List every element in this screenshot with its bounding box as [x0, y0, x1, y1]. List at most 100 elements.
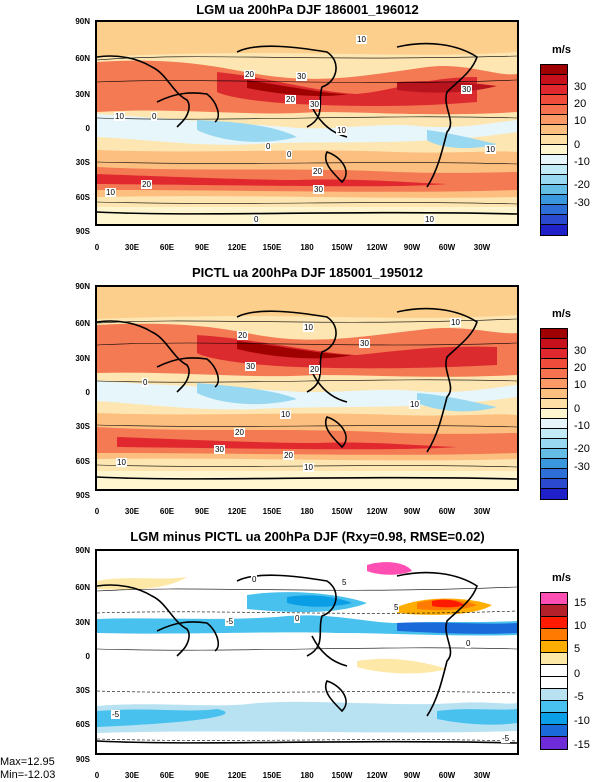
colorbar-swatch	[541, 145, 567, 155]
contour-label: 10	[303, 463, 314, 472]
colorbar-swatch	[541, 175, 567, 185]
lon-label: 90W	[403, 243, 421, 252]
colorbar-tick: 20	[574, 98, 587, 110]
lon-label: 120E	[227, 243, 247, 252]
colorbar-swatch	[541, 689, 567, 701]
lat-label: 0	[85, 388, 90, 397]
colorbar-swatch	[541, 409, 567, 419]
colorbar-tick: 10	[574, 115, 587, 127]
colorbar-swatch	[541, 135, 567, 145]
colorbar-swatch	[541, 399, 567, 409]
colorbar-swatch	[541, 725, 567, 737]
colorbar-swatch	[541, 225, 567, 235]
lon-label: 120E	[227, 771, 247, 780]
colorbar-tick: 0	[574, 668, 581, 680]
contour-label: 0	[253, 215, 260, 224]
colorbar-tick: 5	[574, 643, 581, 655]
contour-label: 10	[116, 458, 127, 467]
contour-label: 30	[309, 100, 320, 109]
colorbar-swatch	[541, 459, 567, 469]
contour-label: 0	[294, 614, 301, 623]
contour-label: 30	[296, 72, 307, 81]
lon-label: 60E	[159, 771, 175, 780]
lon-label: 180	[300, 243, 314, 252]
colorbar-swatch	[541, 713, 567, 725]
contour-label: 5	[341, 578, 348, 587]
colorbar-swatch	[541, 115, 567, 125]
wind-field-pictl	[97, 287, 517, 489]
colorbar-tick: -30	[574, 197, 590, 209]
colorbar	[540, 64, 568, 236]
lon-label: 150W	[331, 771, 353, 780]
contour-label: 0	[286, 150, 293, 159]
lon-label: 150E	[262, 507, 282, 516]
colorbar-tick: 10	[574, 379, 587, 391]
lon-label: 30W	[473, 507, 491, 516]
lon-label: 150E	[262, 771, 282, 780]
colorbar-tick: -10	[574, 420, 590, 432]
lon-label: 150W	[331, 507, 353, 516]
contour-label: -5	[111, 710, 121, 719]
panel-title: LGM ua 200hPa DJF 186001_196012	[196, 2, 419, 17]
colorbar-swatch	[541, 701, 567, 713]
colorbar-swatch	[541, 469, 567, 479]
colorbar-swatch	[541, 439, 567, 449]
lon-label: 120W	[366, 507, 388, 516]
contour-label: 20	[309, 365, 320, 374]
colorbar-swatch	[541, 449, 567, 459]
colorbar-swatch	[541, 185, 567, 195]
colorbar-swatch	[541, 75, 567, 85]
colorbar-swatch	[541, 125, 567, 135]
contour-label: 0	[265, 142, 272, 151]
lon-label: 60E	[159, 243, 175, 252]
lon-label: 60W	[438, 243, 456, 252]
lon-label: 0	[94, 507, 100, 516]
contour-label: 20	[244, 70, 255, 79]
colorbar-swatch	[541, 95, 567, 105]
map-lgm	[95, 20, 519, 226]
colorbar-tick: 10	[574, 620, 587, 632]
lat-label: 90N	[75, 282, 90, 291]
colorbar-tick: 30	[574, 345, 587, 357]
contour-label: 20	[237, 331, 248, 340]
colorbar-tick: 0	[574, 139, 581, 151]
colorbar-swatch	[541, 419, 567, 429]
colorbar-swatch	[541, 359, 567, 369]
lon-label: 180	[300, 771, 314, 780]
lat-label: 60N	[75, 583, 90, 592]
lat-label: 30S	[75, 686, 90, 695]
units-label: m/s	[552, 572, 571, 584]
colorbar-swatch	[541, 429, 567, 439]
colorbar-tick: 30	[574, 81, 587, 93]
lon-label: 150E	[262, 243, 282, 252]
colorbar-swatch	[541, 215, 567, 225]
colorbar-tick: -10	[574, 715, 590, 727]
colorbar-swatch	[541, 379, 567, 389]
lat-label: 60S	[75, 457, 90, 466]
lon-label: 90W	[403, 771, 421, 780]
contour-label: 10	[336, 126, 347, 135]
lon-label: 60E	[159, 507, 175, 516]
colorbar-swatch	[541, 369, 567, 379]
colorbar-swatch	[541, 339, 567, 349]
lon-label: 90W	[403, 507, 421, 516]
contour-label: 10	[485, 145, 496, 154]
colorbar-swatch	[541, 641, 567, 653]
lat-label: 30S	[75, 158, 90, 167]
panel-title: PICTL ua 200hPa DJF 185001_195012	[191, 265, 424, 280]
colorbar-swatch	[541, 479, 567, 489]
colorbar-swatch	[541, 205, 567, 215]
lon-label: 30E	[124, 243, 140, 252]
lon-label: 60W	[438, 507, 456, 516]
lat-label: 30N	[75, 618, 90, 627]
lon-label: 90E	[194, 771, 210, 780]
lat-label: 90S	[75, 755, 90, 764]
lat-label: 60S	[75, 720, 90, 729]
lat-label: 0	[85, 652, 90, 661]
colorbar	[540, 592, 568, 750]
map-difference	[95, 549, 519, 755]
lat-label: 90S	[75, 491, 90, 500]
contour-label: 30	[245, 362, 256, 371]
colorbar-swatch	[541, 677, 567, 689]
lon-label: 30E	[124, 771, 140, 780]
